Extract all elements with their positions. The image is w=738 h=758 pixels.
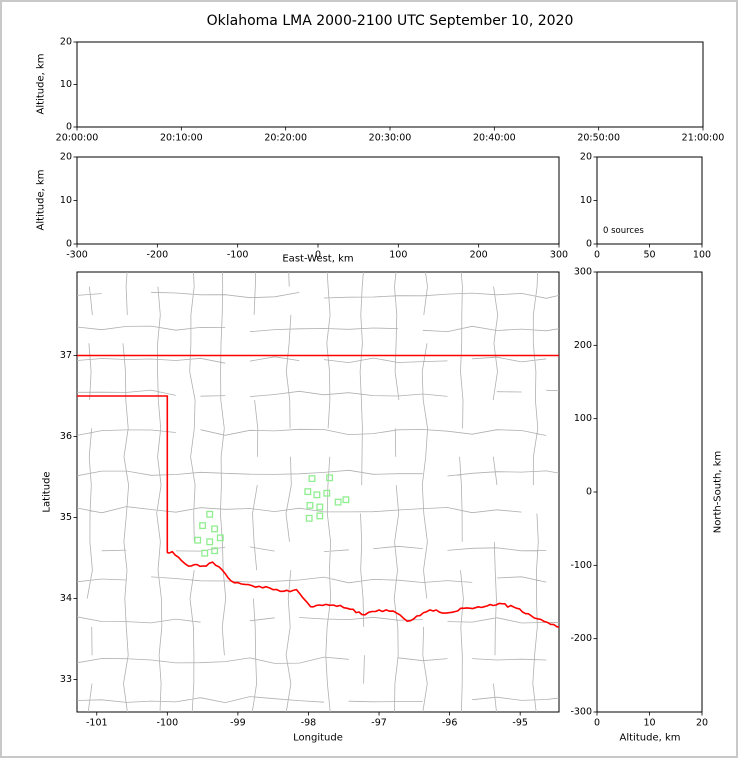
green-square-marker: [342, 496, 350, 504]
time_height-frame: [76, 41, 704, 128]
ew_height-xtick-label: -200: [147, 249, 169, 260]
green-square-marker: [308, 475, 316, 483]
plan_view-xtick-label: -101: [86, 717, 108, 728]
green-square-marker: [334, 498, 342, 506]
green-square-marker: [216, 534, 224, 542]
green-square-marker: [199, 522, 207, 530]
alt_histogram-xtick-label: 0: [594, 249, 600, 260]
ew_height-xtick-label: 300: [550, 249, 568, 260]
ew-height-ylabel: Altitude, km: [35, 169, 47, 231]
green-square-marker: [326, 474, 334, 482]
green-square-marker: [316, 503, 324, 511]
plan_view-xtick-label: -95: [512, 717, 528, 728]
time_height-ytick-label: 0: [66, 122, 72, 133]
ns_height-ytick-label: 300: [574, 267, 592, 278]
green-square-marker: [201, 549, 209, 557]
green-square-marker: [211, 547, 219, 555]
plan_view-xtick-label: -100: [157, 717, 179, 728]
green-square-marker: [304, 488, 312, 496]
ns-height-ylabel: North-South, km: [712, 450, 724, 534]
ew_height-xtick-label: 0: [315, 249, 321, 260]
time_height-xtick-label: 20:50:00: [577, 132, 620, 143]
time_height-xtick-label: 20:10:00: [160, 132, 203, 143]
plan_view-ytick-label: 37: [60, 350, 72, 361]
time_height-ytick-label: 20: [60, 37, 72, 48]
alt_histogram-xtick-label: 50: [643, 249, 655, 260]
ns-height-xlabel: Altitude, km: [619, 732, 681, 744]
ns_height-xtick-label: 10: [643, 717, 655, 728]
green-square-marker: [323, 489, 331, 497]
ew_height-xtick-label: 200: [470, 249, 488, 260]
plan_view-frame: [76, 271, 560, 713]
ns_height-xtick-label: 0: [594, 717, 600, 728]
ns_height-xtick-label: 20: [696, 717, 708, 728]
ns_height-frame: [596, 271, 703, 713]
ns_height-ytick-label: -300: [570, 707, 592, 718]
ns_height-ytick-label: 0: [586, 487, 592, 498]
plan_view-xtick-label: -96: [442, 717, 458, 728]
ew_height-ytick-label: 20: [60, 152, 72, 163]
time_height-xtick-label: 21:00:00: [682, 132, 725, 143]
plan_view-ytick-label: 36: [60, 431, 72, 442]
plan_view-ytick-label: 35: [60, 512, 72, 523]
time_height-xtick-label: 20:30:00: [369, 132, 412, 143]
ns_height-ytick-label: -100: [570, 560, 592, 571]
ew_height-ytick-label: 10: [60, 195, 72, 206]
time_height-xtick-label: 20:40:00: [473, 132, 516, 143]
source-count-annotation: 0 sources: [603, 226, 644, 236]
green-square-marker: [305, 514, 313, 522]
alt_histogram-ytick-label: 0: [586, 239, 592, 250]
green-square-marker: [206, 510, 214, 518]
green-square-marker: [206, 538, 214, 546]
ns_height-ytick-label: 200: [574, 340, 592, 351]
green-square-marker: [211, 525, 219, 533]
green-square-marker: [306, 501, 314, 509]
plan_view-ytick-label: 34: [60, 593, 72, 604]
plan_view-xtick-label: -98: [301, 717, 317, 728]
red-river-border: [167, 550, 559, 628]
map-layer: [77, 272, 559, 712]
time_height-ytick-label: 10: [60, 79, 72, 90]
alt_histogram-ytick-label: 10: [580, 195, 592, 206]
time-height-ylabel: Altitude, km: [35, 53, 47, 115]
map-xlabel: Longitude: [293, 732, 343, 744]
alt_histogram-xtick-label: 100: [693, 249, 711, 260]
county-lines: [77, 272, 559, 712]
ew_height-frame: [76, 156, 560, 245]
ew-height-xlabel: East-West, km: [282, 253, 354, 265]
ew_height-xtick-label: -300: [66, 249, 88, 260]
green-square-marker: [313, 491, 321, 499]
plan_view-ytick-label: 33: [60, 674, 72, 685]
time_height-xtick-label: 20:00:00: [56, 132, 99, 143]
ns_height-ytick-label: 100: [574, 413, 592, 424]
ew_height-xtick-label: -100: [227, 249, 249, 260]
plan_view-xtick-label: -97: [371, 717, 387, 728]
green-square-marker: [316, 512, 324, 520]
plan_view-xtick-label: -99: [230, 717, 246, 728]
green-square-marker: [194, 536, 202, 544]
figure-title: Oklahoma LMA 2000-2100 UTC September 10,…: [206, 13, 574, 29]
ew_height-xtick-label: 100: [389, 249, 407, 260]
map-ylabel: Latitude: [41, 471, 53, 513]
alt_histogram-ytick-label: 20: [580, 152, 592, 163]
ew_height-ytick-label: 0: [66, 239, 72, 250]
time_height-xtick-label: 20:20:00: [264, 132, 307, 143]
ns_height-ytick-label: -200: [570, 633, 592, 644]
state-border: [77, 395, 169, 553]
